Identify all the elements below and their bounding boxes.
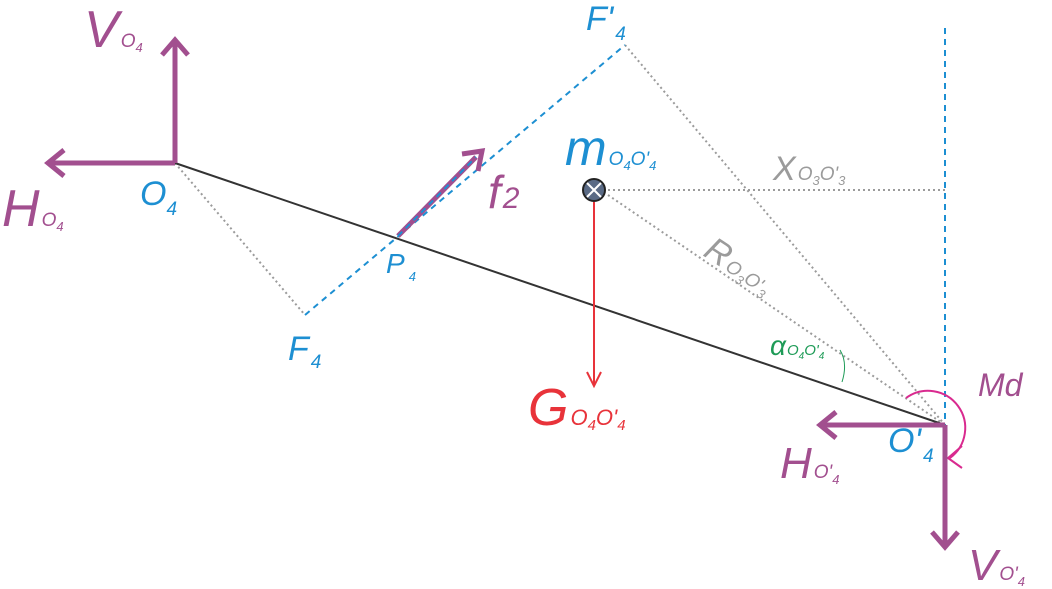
- main-bar: [174, 162, 946, 426]
- label-f2: f2: [488, 166, 520, 218]
- f2-arrow-dash-overlay: [397, 156, 477, 237]
- cross-circle-icon: [582, 178, 606, 202]
- label-v-o4-prime: V O'4: [968, 541, 1025, 589]
- v-o4prime-arrow-head: [930, 530, 960, 551]
- label-m: m O4O'4: [565, 120, 656, 176]
- v-o4-arrow-head: [160, 36, 190, 57]
- md-arrow-head: [946, 445, 963, 469]
- h-o4-arrow-head: [44, 148, 66, 178]
- dashed-line-f4-f4prime: [304, 44, 626, 316]
- label-x: X O3O'3: [772, 150, 846, 188]
- label-h-o4: H O4: [2, 180, 64, 238]
- label-v-o4: V O4: [84, 1, 143, 59]
- label-f4-prime: F' 4: [586, 0, 626, 45]
- label-o4-prime: O' 4: [888, 422, 934, 467]
- f2-arrow-head: [461, 147, 486, 172]
- h-o4prime-arrow-head: [816, 410, 838, 440]
- dotted-line-f4prime-oprime: [624, 44, 946, 426]
- dotted-line-mass-oprime: [607, 194, 946, 426]
- label-alpha: αO4O'4: [770, 330, 825, 362]
- angle-arc: [839, 349, 846, 383]
- label-o4: O4: [140, 175, 177, 220]
- g-arrow-head: [586, 371, 602, 389]
- label-h-o4-prime: H O'4: [780, 439, 839, 488]
- dotted-line-o4-f4: [174, 162, 306, 316]
- label-md: Md: [978, 367, 1024, 403]
- label-g: GO4O'4: [528, 379, 626, 437]
- label-r: RO3O'3: [698, 230, 782, 303]
